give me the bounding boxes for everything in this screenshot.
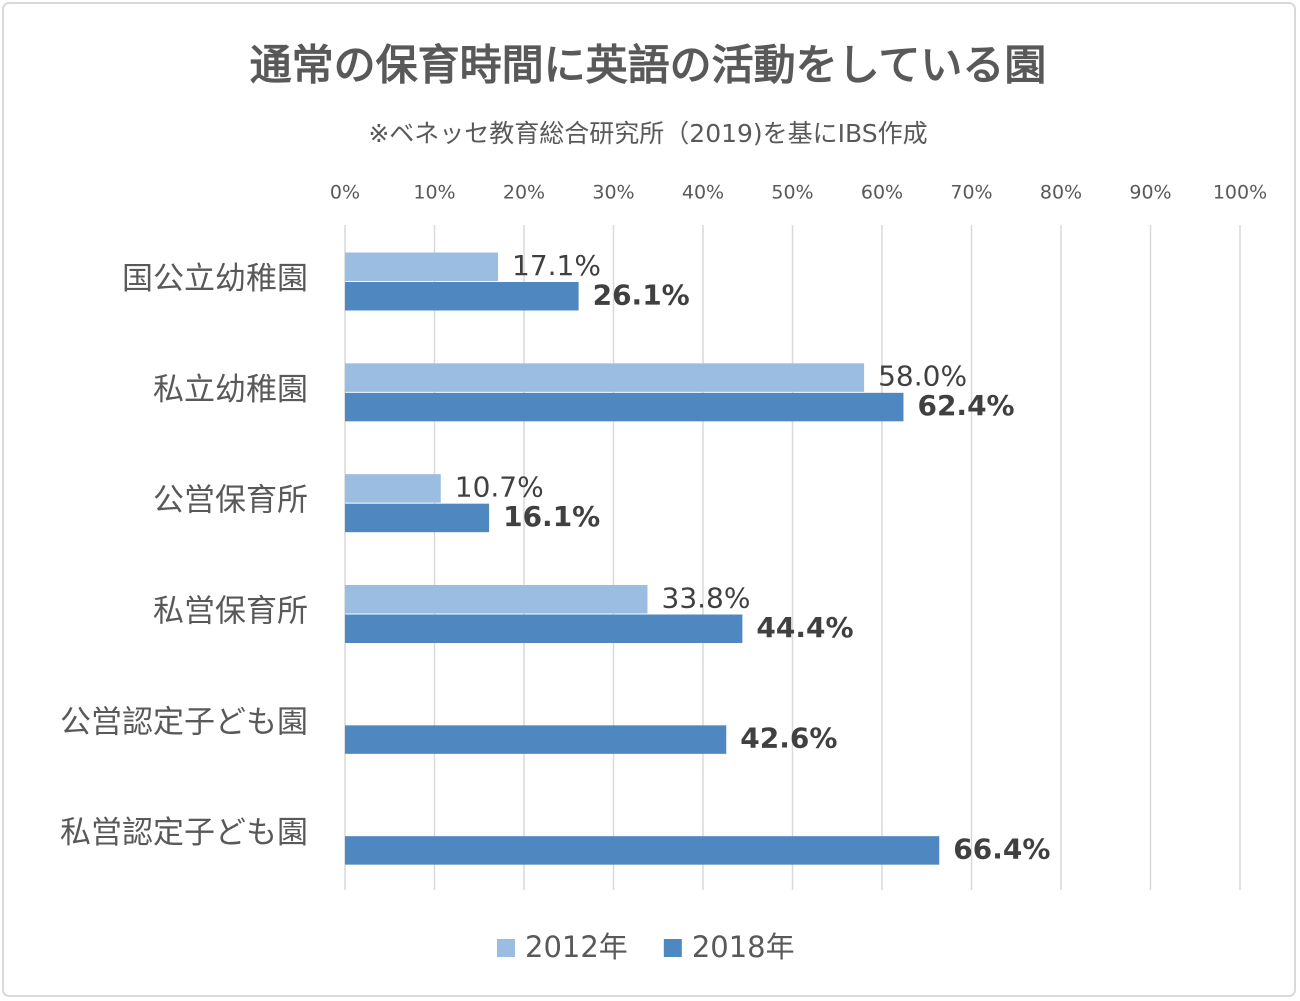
bar [345,392,904,422]
y-tick-label: 私営認定子ども園 [60,815,308,851]
x-tick-label: 50% [771,182,813,204]
bar [345,585,648,614]
value-label: 58.0% [878,360,967,393]
value-label: 62.4% [917,389,1014,422]
y-tick-label: 国公立幼稚園 [122,261,308,297]
value-label: 33.8% [662,581,751,614]
x-tick-label: 0% [330,182,360,204]
value-label: 44.4% [756,611,853,644]
legend-label: 2018年 [692,930,795,964]
bar [345,836,940,865]
x-tick-label: 60% [861,182,903,204]
legend-swatch [663,939,682,957]
value-label: 26.1% [593,278,690,311]
chart-subtitle: ※ベネッセ教育総合研究所（2019)を基にIBS作成 [368,119,927,148]
value-label: 10.7% [455,470,544,503]
bar [345,503,490,533]
bar [345,363,865,392]
y-tick-label: 私営保育所 [153,593,308,629]
bar [345,474,441,503]
value-label: 66.4% [953,832,1050,865]
x-tick-label: 40% [682,182,724,204]
x-tick-label: 100% [1213,182,1267,204]
x-tick-label: 20% [503,182,545,204]
y-tick-label: 公営保育所 [153,483,308,519]
value-label: 17.1% [512,249,601,282]
bar [345,614,743,643]
bar [345,252,499,281]
x-tick-label: 30% [592,182,634,204]
value-label: 42.6% [740,722,837,755]
legend-label: 2012年 [525,930,628,964]
x-tick-label: 90% [1129,182,1171,204]
legend-swatch [497,939,515,957]
x-tick-label: 10% [413,182,455,204]
x-tick-label: 80% [1040,182,1082,204]
value-label: 16.1% [503,500,600,533]
y-tick-label: 公営認定子ども園 [60,704,308,740]
bar [345,282,579,311]
chart-title: 通常の保育時間に英語の活動をしている園 [250,41,1047,90]
y-tick-label: 私立幼稚園 [153,372,308,408]
x-tick-label: 70% [950,182,992,204]
bar [345,725,727,754]
